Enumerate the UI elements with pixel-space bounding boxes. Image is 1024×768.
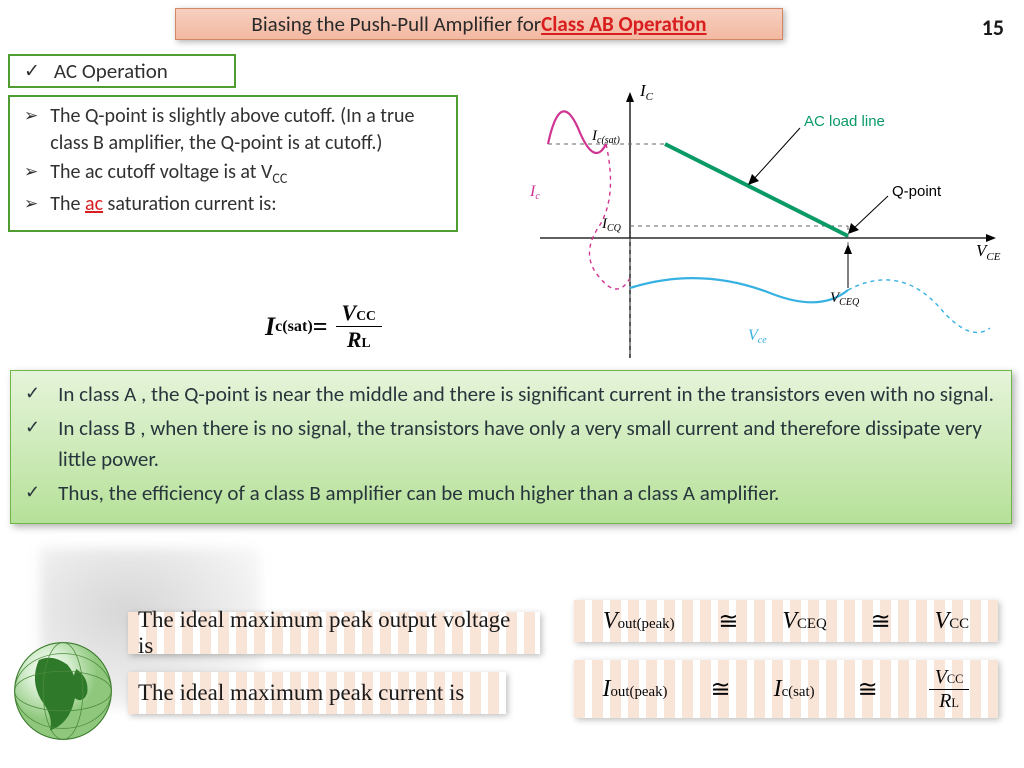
ac-word: ac (85, 192, 103, 216)
check-icon: ✓ (25, 413, 40, 474)
current-label: The ideal maximum peak current is (128, 672, 506, 714)
arrow-icon: ➢ (24, 191, 38, 218)
green-text: Thus, the efficiency of a class B amplif… (58, 478, 779, 508)
bullet-row: ➢ The ac saturation current is: (24, 191, 446, 218)
svg-text:Vce: Vce (748, 327, 767, 346)
bullet-row: ➢ The Q-point is slightly above cutoff. … (24, 103, 446, 157)
page-number: 15 (982, 14, 1004, 41)
svg-text:IC: IC (639, 81, 654, 103)
svg-text:Ic: Ic (529, 183, 540, 202)
check-icon: ✓ (25, 379, 40, 409)
bullet-text: The ac saturation current is: (50, 191, 276, 218)
voltage-label: The ideal maximum peak output voltage is (128, 612, 540, 654)
vout-equation: Vout(peak) ≅ VCEQ ≅ VCC (574, 600, 998, 642)
saturation-formula: Ic(sat) = VCC RL (265, 300, 382, 353)
green-row: ✓ In class A , the Q-point is near the m… (25, 379, 997, 409)
section-heading-box: ✓ AC Operation (8, 54, 236, 88)
section-heading: AC Operation (54, 58, 168, 84)
slide-title: Biasing the Push-Pull Amplifier for Clas… (175, 8, 783, 40)
ac-loadline-graph: IC VCE Ic(sat) ICQ VCEQ AC load line Q-p… (500, 78, 1010, 368)
svg-text:VCE: VCE (976, 241, 1001, 263)
svg-text:ICQ: ICQ (601, 216, 622, 234)
green-text: In class A , the Q-point is near the mid… (58, 379, 994, 409)
svg-text:Ic(sat): Ic(sat) (591, 128, 620, 146)
globe-icon (8, 636, 118, 746)
bullet-text: The ac cutoff voltage is at VCC (50, 159, 287, 189)
title-highlight: Class AB Operation (541, 11, 706, 37)
check-icon: ✓ (25, 478, 40, 508)
svg-text:Q-point: Q-point (892, 183, 942, 200)
bullet-row: ➢ The ac cutoff voltage is at VCC (24, 159, 446, 189)
top-bullets-box: ➢ The Q-point is slightly above cutoff. … (8, 95, 458, 232)
fraction: VCC RL (336, 300, 382, 353)
comparison-box: ✓ In class A , the Q-point is near the m… (10, 370, 1012, 524)
green-text: In class B , when there is no signal, th… (58, 413, 997, 474)
green-row: ✓ In class B , when there is no signal, … (25, 413, 997, 474)
title-prefix: Biasing the Push-Pull Amplifier for (251, 11, 541, 37)
green-row: ✓ Thus, the efficiency of a class B ampl… (25, 478, 997, 508)
arrow-icon: ➢ (24, 159, 38, 189)
fraction: VCC RL (929, 666, 970, 713)
svg-text:AC load line: AC load line (804, 113, 885, 130)
iout-equation: Iout(peak) ≅ Ic(sat) ≅ VCC RL (574, 660, 998, 718)
arrow-icon: ➢ (24, 103, 38, 157)
bullet-text: The Q-point is slightly above cutoff. (I… (50, 103, 446, 157)
check-icon: ✓ (24, 60, 40, 83)
